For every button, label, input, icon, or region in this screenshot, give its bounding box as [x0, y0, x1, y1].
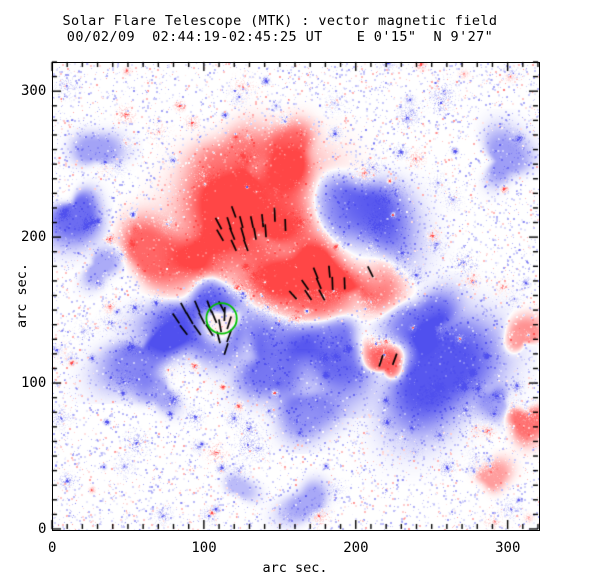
title-primary: Solar Flare Telescope (MTK) : vector mag…: [62, 13, 498, 29]
y-axis-label: arc sec.: [14, 262, 30, 328]
title-observation-time: 00/02/09 02:44:19-02:45:25 UT E 0'15" N …: [66, 29, 494, 45]
ytick-label-200: 200: [21, 229, 47, 246]
x-axis-label: arc sec.: [262, 560, 328, 576]
ytick-label-300: 300: [21, 83, 47, 100]
xtick-label-100: 100: [191, 540, 217, 556]
xtick-label-300: 300: [495, 540, 521, 556]
ytick-label-0: 0: [38, 521, 47, 537]
xtick-label-200: 200: [343, 540, 369, 556]
ytick-label-100: 100: [21, 375, 47, 392]
xtick-label-0: 0: [48, 540, 57, 556]
plot-area: [52, 62, 540, 531]
figure-title: Solar Flare Telescope (MTK) : vector mag…: [0, 13, 560, 45]
vector-field-overlay: [53, 63, 539, 530]
